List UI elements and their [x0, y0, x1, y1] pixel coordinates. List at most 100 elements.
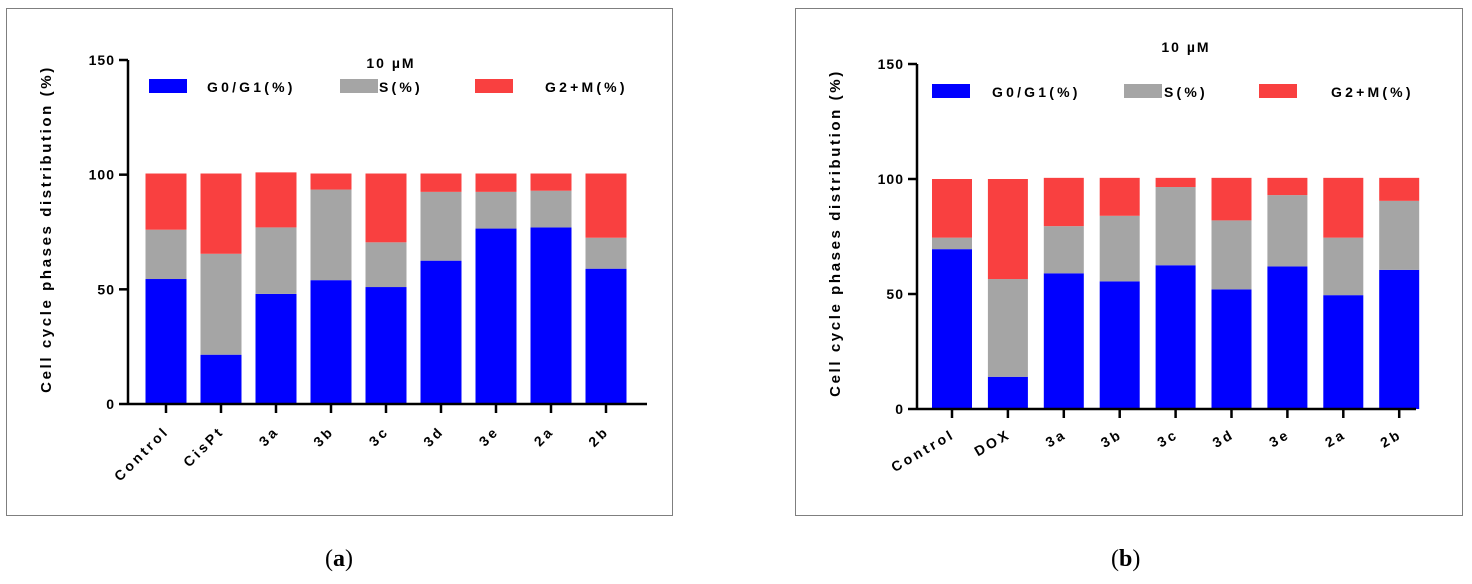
bar-Control-3	[145, 173, 187, 230]
bar-3c-1	[1155, 265, 1196, 409]
bar-DOX-2	[987, 279, 1028, 377]
bar-3b-3	[1099, 177, 1140, 216]
bar-3c-2	[1155, 187, 1196, 266]
bar-3d-2	[420, 191, 462, 261]
bar-3e-2	[475, 191, 517, 229]
bar-3c-3	[365, 173, 407, 243]
bar-3c-3	[1155, 177, 1196, 188]
chart-title: 10 µM	[366, 55, 415, 71]
bar-2a-1	[530, 227, 572, 404]
x-tick-label-3d: 3d	[420, 423, 447, 450]
x-tick-label-2a: 2a	[531, 423, 558, 450]
bar-2a-3	[1323, 177, 1364, 238]
bar-Control-1	[145, 279, 187, 404]
bar-3d-3	[1211, 177, 1252, 221]
bar-CisPt-2	[200, 253, 242, 355]
bar-3d-2	[1211, 220, 1252, 290]
bar-2a-1	[1323, 295, 1364, 409]
bar-3b-1	[310, 280, 352, 404]
chart-panel-a: 10 µM G0/G1(%) S(%) G2+M(%) Cell cycle phase…	[6, 8, 673, 516]
bar-3b-2	[1099, 215, 1140, 282]
chart-b: 10 µM G0/G1(%) S(%) G2+M(%) Cell cycle phase…	[827, 39, 1420, 475]
bar-3e-1	[475, 228, 517, 404]
x-tick-label-3e: 3e	[476, 423, 503, 450]
x-tick-label-3b: 3b	[1098, 426, 1125, 451]
bar-2a-3	[530, 173, 572, 191]
legend-swatch-2	[1124, 84, 1162, 98]
bar-Control-3	[932, 179, 972, 238]
legend-label-3: G2+M(%)	[1331, 84, 1414, 100]
bar-2b-3	[585, 173, 627, 238]
y-axis-label: Cell cycle phases distribution (%)	[38, 65, 55, 393]
y-tick-label-0: 0	[895, 401, 904, 417]
legend-label-3: G2+M(%)	[545, 79, 628, 95]
legend-label-2: S(%)	[379, 79, 423, 95]
bar-Control-1	[932, 249, 972, 409]
bar-3e-3	[475, 173, 517, 192]
bar-Control-2	[932, 237, 972, 250]
x-tick-label-3c: 3c	[1154, 426, 1181, 451]
x-tick-label-3a: 3a	[256, 423, 283, 450]
bar-3e-1	[1267, 266, 1308, 409]
x-tick-label-2b: 2b	[585, 423, 612, 450]
y-tick-label-50: 50	[97, 281, 115, 297]
bar-DOX-1	[987, 376, 1028, 409]
legend-swatch-3	[1259, 84, 1297, 98]
bar-3a-1	[1043, 273, 1084, 409]
bar-CisPt-1	[200, 354, 242, 404]
bar-3c-1	[365, 287, 407, 404]
y-tick-label-0: 0	[106, 396, 115, 412]
bar-3a-1	[255, 293, 297, 404]
bar-3e-3	[1267, 177, 1308, 196]
bar-2a-2	[1323, 237, 1364, 296]
bar-DOX-3	[987, 179, 1028, 280]
y-tick-label-100: 100	[89, 167, 115, 183]
bar-2b-2	[585, 237, 627, 269]
bar-3b-2	[310, 189, 352, 281]
legend-swatch-3	[475, 79, 513, 93]
bar-3d-1	[1211, 289, 1252, 409]
bar-2b-2	[1379, 200, 1420, 270]
x-tick-label-3a: 3a	[1043, 426, 1070, 451]
legend-label-2: S(%)	[1164, 84, 1208, 100]
bar-2b-1	[585, 268, 627, 404]
caption-a: (a)	[325, 546, 353, 572]
x-tick-label-Control: Control	[111, 423, 172, 484]
x-tick-label-3e: 3e	[1266, 426, 1293, 451]
bar-CisPt-3	[200, 173, 242, 254]
legend-label-1: G0/G1(%)	[992, 84, 1081, 100]
y-tick-label-150: 150	[878, 56, 904, 72]
caption-a-letter: a	[333, 546, 345, 572]
bar-3e-2	[1267, 195, 1308, 267]
bar-3a-3	[1043, 177, 1084, 227]
x-tick-label-Control: Control	[888, 426, 957, 475]
bar-3b-3	[310, 173, 352, 190]
bar-3d-3	[420, 173, 462, 192]
legend-swatch-1	[932, 84, 970, 98]
chart-title: 10 µM	[1161, 39, 1210, 55]
bar-3d-1	[420, 260, 462, 404]
bar-3a-2	[255, 227, 297, 294]
chart-panel-b: 10 µM G0/G1(%) S(%) G2+M(%) Cell cycle phase…	[795, 8, 1463, 516]
bar-2b-1	[1379, 269, 1420, 409]
y-tick-label-50: 50	[886, 286, 904, 302]
caption-b: (b)	[1111, 546, 1141, 572]
bar-3b-1	[1099, 281, 1140, 409]
x-tick-label-3c: 3c	[366, 423, 393, 450]
y-tick-label-150: 150	[89, 52, 115, 68]
chart-a: 10 µM G0/G1(%) S(%) G2+M(%) Cell cycle phase…	[38, 52, 647, 484]
bar-2a-2	[530, 190, 572, 228]
x-tick-label-2a: 2a	[1322, 426, 1349, 451]
y-axis-label: Cell cycle phases distribution (%)	[827, 69, 844, 397]
bar-Control-2	[145, 229, 187, 280]
caption-b-letter: b	[1119, 546, 1133, 572]
x-tick-label-CisPt: CisPt	[180, 423, 227, 470]
x-tick-label-3b: 3b	[310, 423, 337, 450]
bar-3c-2	[365, 242, 407, 288]
bar-3a-2	[1043, 226, 1084, 274]
legend-swatch-1	[149, 79, 187, 93]
legend-swatch-2	[340, 79, 378, 93]
x-tick-label-DOX: DOX	[971, 426, 1013, 460]
bar-2b-3	[1379, 177, 1420, 201]
bar-3a-3	[255, 172, 297, 228]
